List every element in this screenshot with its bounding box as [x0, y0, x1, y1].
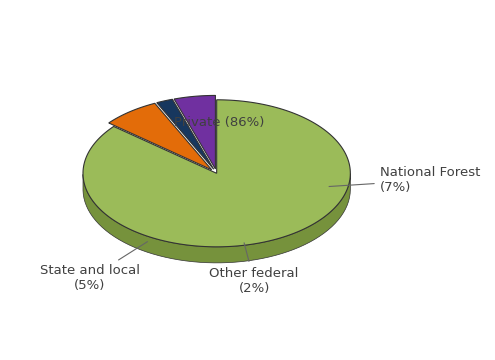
- Text: State and local
(5%): State and local (5%): [40, 242, 148, 292]
- Polygon shape: [83, 174, 350, 263]
- Polygon shape: [174, 95, 215, 169]
- Polygon shape: [83, 100, 350, 247]
- Text: Other federal
(2%): Other federal (2%): [209, 243, 299, 295]
- Polygon shape: [157, 99, 214, 169]
- Polygon shape: [109, 103, 212, 170]
- Text: Private (86%): Private (86%): [174, 116, 264, 129]
- Text: National Forest
(7%): National Forest (7%): [329, 166, 480, 194]
